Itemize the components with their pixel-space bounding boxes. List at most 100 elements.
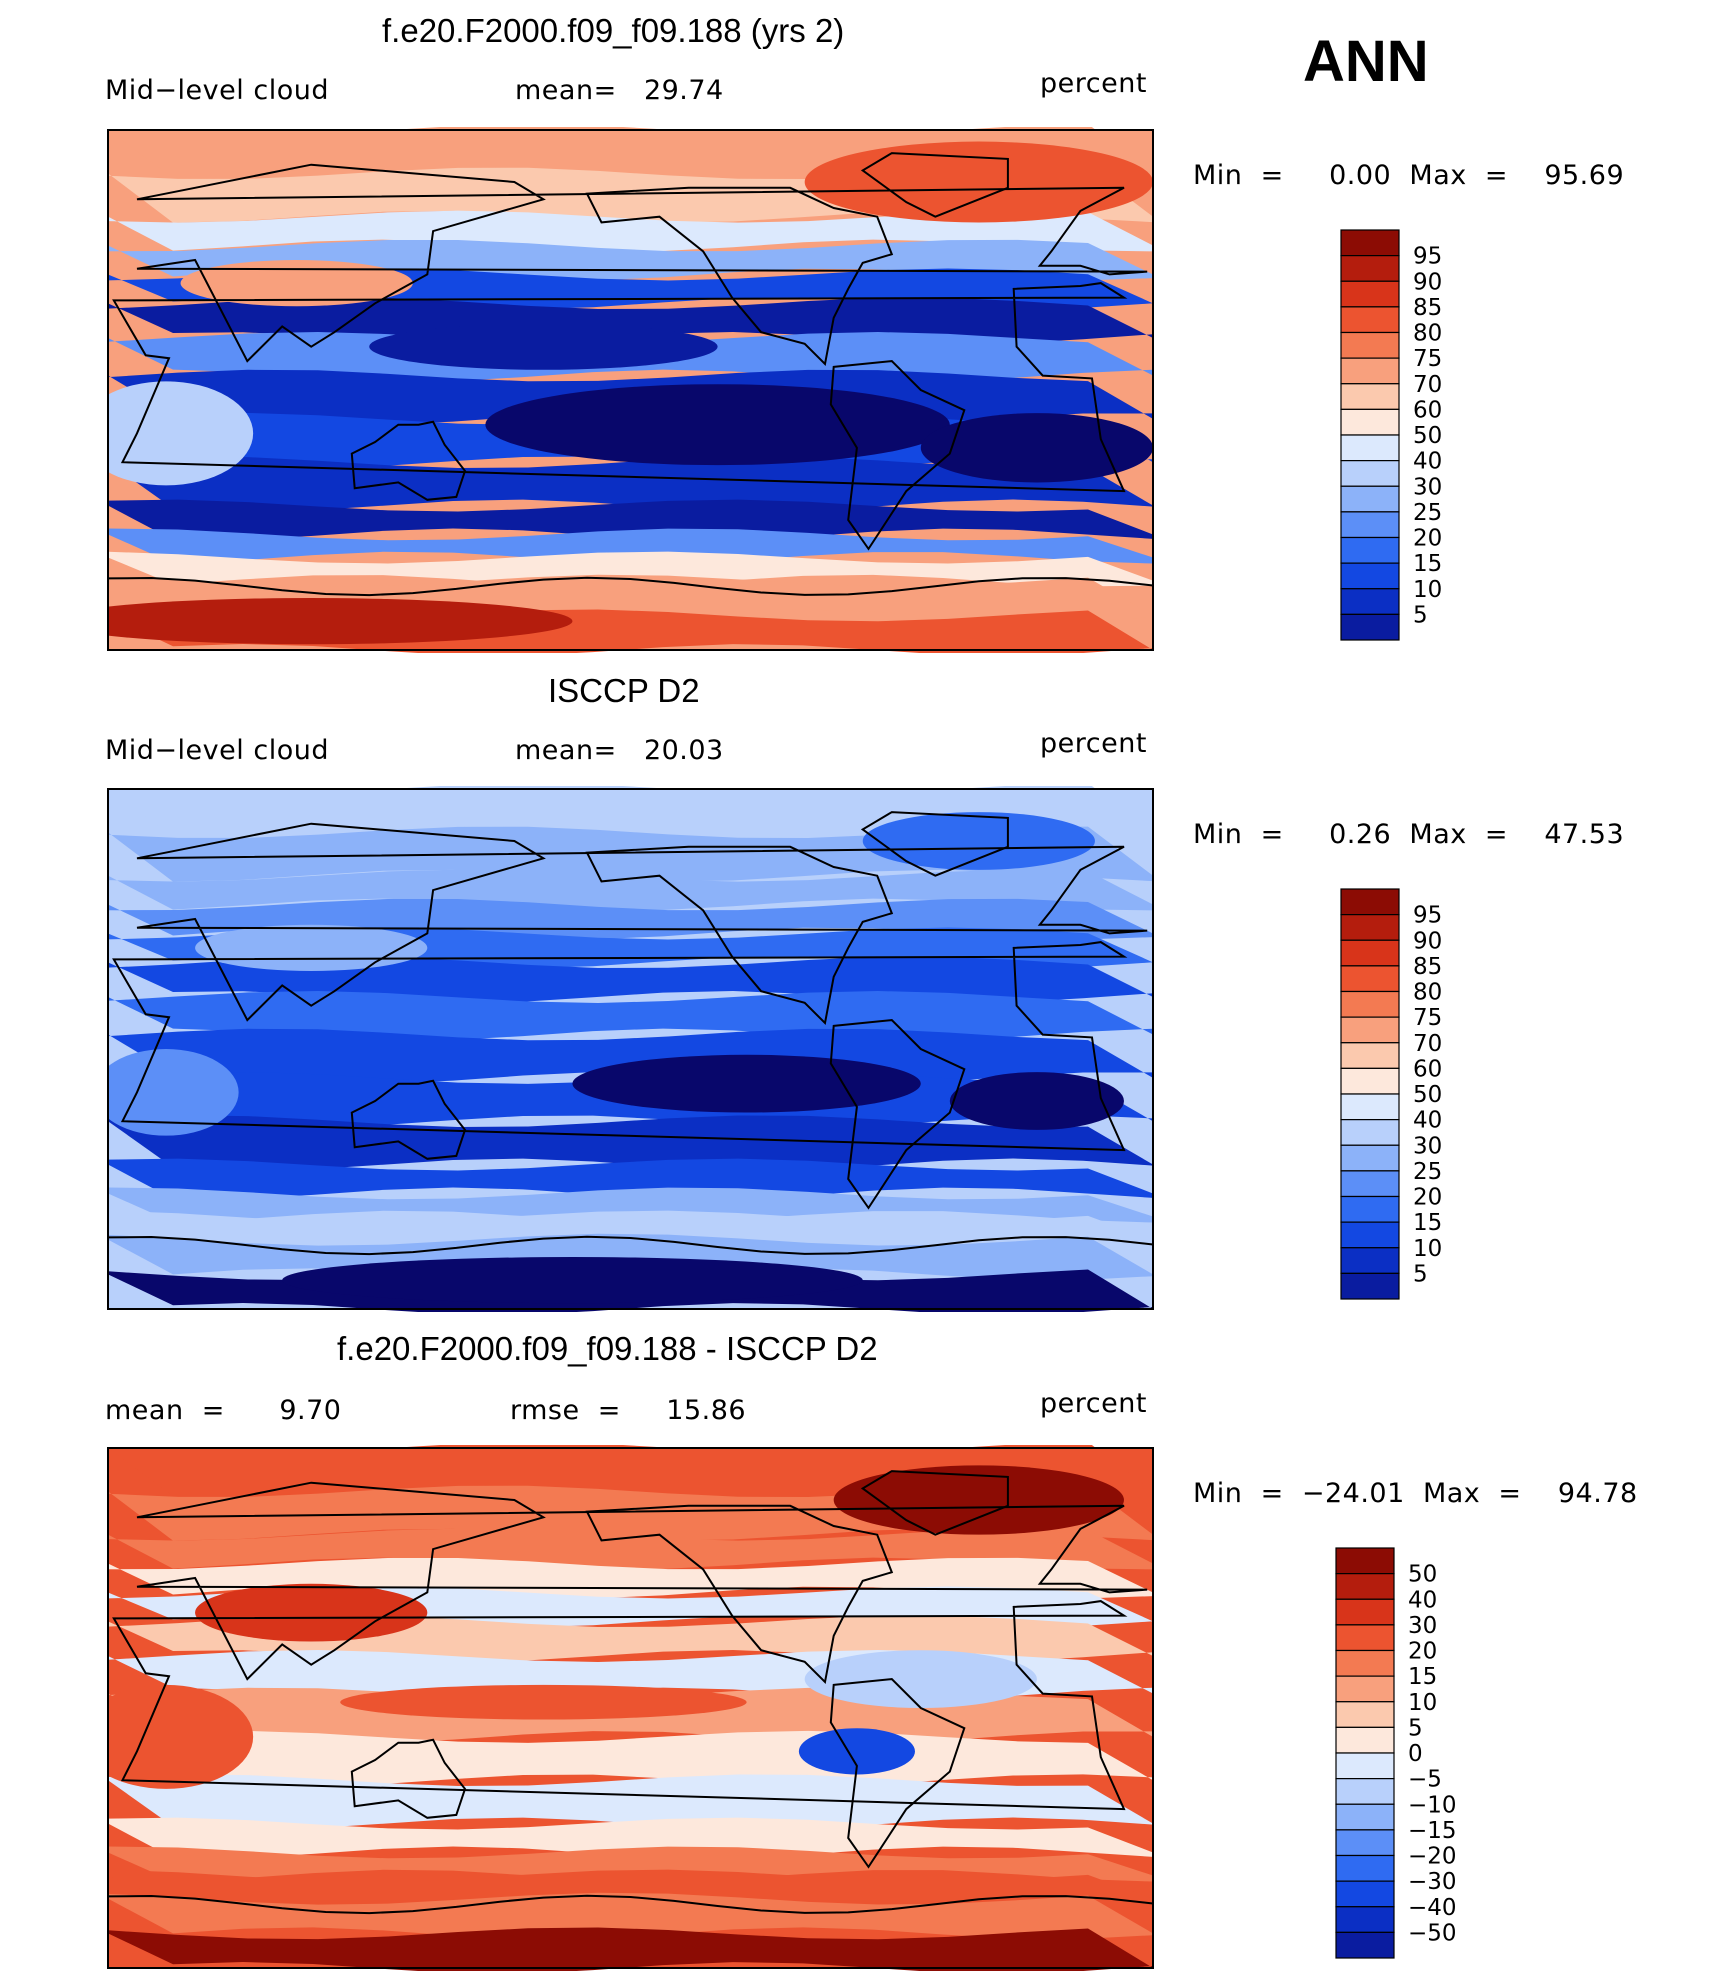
- contour-region: [833, 1465, 1124, 1535]
- panel1-colorbar-tick-label: 25: [1413, 500, 1442, 526]
- panel2-colorbar-tick-label: 70: [1413, 1031, 1442, 1057]
- panel3-colorbar-tick-label: −40: [1408, 1895, 1457, 1921]
- panel1-mean-label: mean= 29.74: [515, 75, 724, 106]
- panel2-colorbar-tick-label: 10: [1413, 1236, 1442, 1262]
- coastline: [860, 1470, 1009, 1536]
- panel2-colorbar-swatch: [1340, 1170, 1400, 1198]
- coastline: [112, 282, 1128, 493]
- panel3-colorbar-swatch: [1335, 1675, 1395, 1703]
- panel3-colorbar-tick-label: −10: [1408, 1792, 1457, 1818]
- panel2-left-label: Mid−level cloud: [105, 735, 329, 766]
- panel1-units-label: percent: [1040, 68, 1147, 99]
- panel2-colorbar-tick-label: 40: [1413, 1108, 1442, 1134]
- panel2-colorbar-swatch: [1340, 914, 1400, 941]
- panel3-colorbar-swatch: [1335, 1752, 1395, 1780]
- coastline: [350, 1738, 467, 1819]
- contour-band: [108, 869, 1153, 911]
- panel3-colorbar-swatch: [1335, 1880, 1395, 1908]
- coastline: [350, 420, 467, 501]
- panel1-colorbar-tick-label: 15: [1413, 551, 1442, 577]
- panel3-colorbar-tick-label: 30: [1408, 1613, 1437, 1639]
- panel3-colorbar-swatch: [1335, 1906, 1395, 1933]
- coastline: [585, 1504, 894, 1685]
- panel2-colorbar-swatch: [1340, 1093, 1400, 1121]
- contour-band: [108, 1869, 1153, 1905]
- panel1-colorbar-tick-label: 80: [1413, 321, 1442, 347]
- contour-region: [195, 1583, 428, 1642]
- panel3-colorbar-swatch: [1335, 1854, 1395, 1882]
- panel3-colorbar-tick-label: −20: [1408, 1844, 1457, 1870]
- contour-region: [180, 260, 413, 307]
- coastline: [136, 1481, 1148, 1681]
- contour-region: [798, 1728, 915, 1775]
- contour-band: [108, 1817, 1153, 1859]
- panel1-colorbar-swatch: [1340, 460, 1400, 487]
- panel1-colorbar-swatch: [1340, 511, 1400, 539]
- panel3-colorbar-swatch: [1335, 1701, 1395, 1728]
- contour-region: [107, 598, 573, 645]
- panel2-colorbar-swatch: [1340, 965, 1400, 993]
- coastline: [860, 811, 1009, 877]
- contour-region: [862, 812, 1095, 870]
- panel3-colorbar-swatch: [1335, 1649, 1395, 1677]
- contour-band: [108, 1210, 1153, 1246]
- panel1-colorbar-tick-label: 70: [1413, 372, 1442, 398]
- map-frame: [107, 788, 1154, 1310]
- panel1-colorbar-tick-label: 20: [1413, 526, 1442, 552]
- coastline: [136, 822, 1148, 1022]
- panel3-colorbar-tick-label: −50: [1408, 1920, 1457, 1946]
- panel3-colorbar-tick-label: −5: [1408, 1767, 1442, 1793]
- panel2-colorbar-tick-label: 90: [1413, 928, 1442, 954]
- panel2-colorbar-swatch: [1340, 1195, 1400, 1223]
- panel2-colorbar-swatch: [1340, 1247, 1400, 1274]
- panel3-colorbar-tick-label: 5: [1408, 1715, 1423, 1741]
- panel1-colorbar-tick-label: 95: [1413, 244, 1442, 270]
- panel1-colorbar-tick-label: 40: [1413, 449, 1442, 475]
- panel2-colorbar-tick-label: 60: [1413, 1056, 1442, 1082]
- map-frame: [107, 129, 1154, 651]
- panel2-colorbar-swatch: [1340, 1144, 1400, 1172]
- panel2-colorbar-swatch: [1340, 1042, 1400, 1069]
- contour-region: [195, 924, 428, 971]
- contour-band: [108, 1528, 1153, 1570]
- panel1-colorbar-swatch: [1340, 255, 1400, 282]
- contour-band: [108, 297, 1153, 344]
- contour-band: [108, 528, 1153, 564]
- panel1-colorbar-swatch: [1340, 306, 1400, 334]
- panel2-colorbar-tick-label: 15: [1413, 1210, 1442, 1236]
- panel3-colorbar-swatch: [1335, 1803, 1395, 1831]
- contour-band: [108, 1158, 1153, 1200]
- panel3-colorbar-tick-label: 40: [1408, 1587, 1437, 1613]
- contour-region: [107, 1049, 239, 1136]
- panel1-colorbar-swatch: [1340, 408, 1400, 436]
- panel1-colorbar-tick-label: 10: [1413, 577, 1442, 603]
- panel3-colorbar-swatch: [1335, 1931, 1395, 1959]
- panel1-colorbar-swatch: [1340, 383, 1400, 410]
- panel3-colorbar-swatch: [1335, 1829, 1395, 1857]
- panel3-units-label: percent: [1040, 1388, 1147, 1419]
- contour-region: [804, 1650, 1037, 1708]
- contour-band: [108, 991, 1153, 1041]
- panel2-colorbar-tick-label: 95: [1413, 903, 1442, 929]
- coastline-antarctica: [107, 1894, 1154, 1915]
- contour-band: [108, 1892, 1153, 1939]
- panel2-colorbar-swatch: [1340, 939, 1400, 967]
- panel1-colorbar-swatch: [1340, 613, 1400, 641]
- panel1-colorbar-swatch: [1340, 434, 1400, 462]
- contour-region: [804, 141, 1153, 223]
- panel1-colorbar-swatch: [1340, 536, 1400, 564]
- panel2-colorbar-tick-label: 5: [1413, 1261, 1428, 1287]
- coastline-antarctica: [107, 1235, 1154, 1256]
- panel3-mean-label: mean = 9.70: [105, 1395, 342, 1426]
- panel1-colorbar-tick-label: 90: [1413, 269, 1442, 295]
- contour-region: [572, 1054, 921, 1113]
- contour-band: [108, 1187, 1153, 1223]
- panel1-colorbar-swatch: [1340, 331, 1400, 359]
- panel3-map: [107, 1445, 1154, 1971]
- panel2-colorbar-tick-label: 25: [1413, 1159, 1442, 1185]
- panel2-colorbar-tick-label: 75: [1413, 1005, 1442, 1031]
- panel1-colorbar-tick-label: 75: [1413, 346, 1442, 372]
- coastline: [585, 186, 894, 367]
- panel1-colorbar-swatch: [1340, 485, 1400, 513]
